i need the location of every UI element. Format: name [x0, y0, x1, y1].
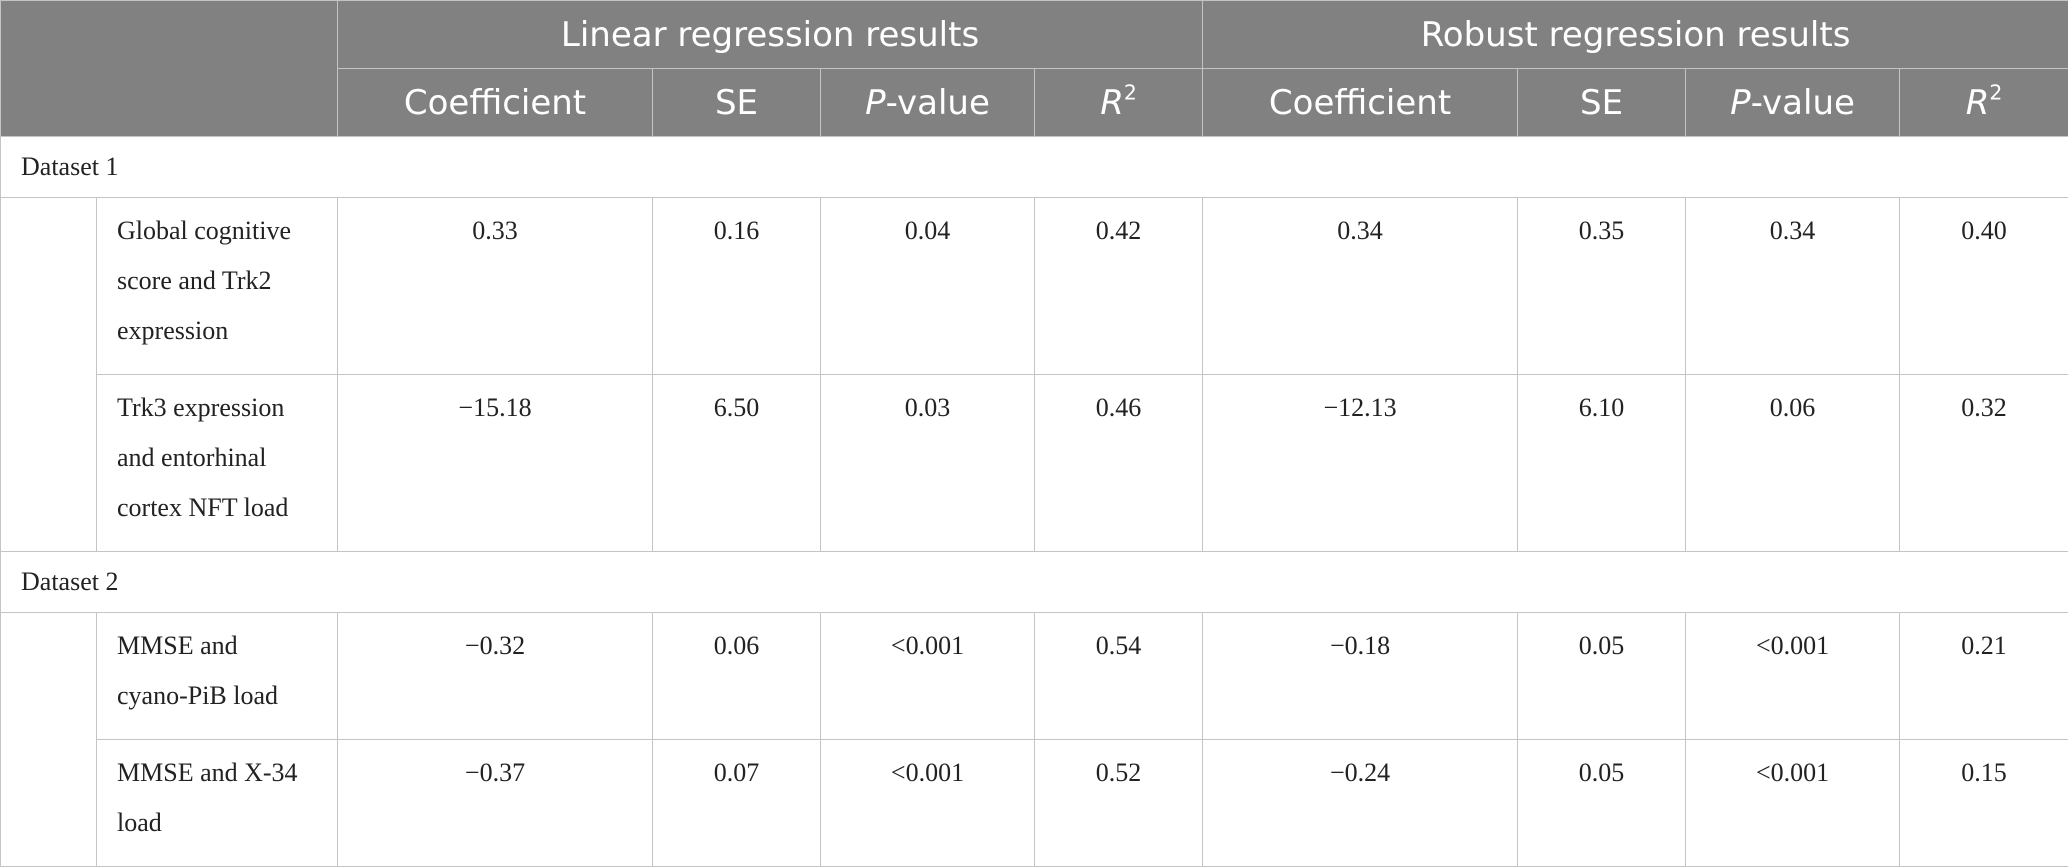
row-label-line: score and Trk2: [117, 266, 272, 295]
table-body: Dataset 1 Global cognitive score and Trk2…: [1, 137, 2068, 867]
header-corner-cell: [1, 1, 338, 137]
r-superscript: 2: [1989, 80, 2002, 104]
linear-p-value-cell: 0.04: [821, 198, 1035, 375]
linear-r-squared-cell: 0.54: [1035, 613, 1203, 740]
linear-p-value-cell: <0.001: [821, 740, 1035, 867]
row-label: Global cognitive score and Trk2 expression: [97, 198, 338, 375]
robust-p-value-cell: 0.34: [1686, 198, 1900, 375]
linear-p-value-cell: <0.001: [821, 613, 1035, 740]
linear-se-cell: 0.06: [653, 613, 821, 740]
table-row: Global cognitive score and Trk2 expression…: [1, 198, 2068, 375]
dataset-1-row: Dataset 1: [1, 137, 2068, 198]
header-robust-r-squared: R2: [1900, 69, 2068, 137]
r-superscript: 2: [1124, 80, 1137, 104]
row-label-line: cortex NFT load: [117, 493, 288, 522]
p-symbol: P: [1730, 83, 1751, 123]
robust-se-cell: 6.10: [1518, 375, 1686, 552]
robust-r-squared-cell: 0.40: [1900, 198, 2068, 375]
row-label: MMSE and cyano-PiB load: [97, 613, 338, 740]
robust-se-cell: 0.05: [1518, 613, 1686, 740]
header-robust-coefficient: Coefficient: [1203, 69, 1518, 137]
robust-coefficient-cell: −0.24: [1203, 740, 1518, 867]
row-label-line: and entorhinal: [117, 443, 266, 472]
r-symbol: R: [1100, 83, 1124, 123]
table-row: Trk3 expression and entorhinal cortex NFT …: [1, 375, 2068, 552]
p-suffix: -value: [886, 83, 990, 123]
row-label: MMSE and X-34 load: [97, 740, 338, 867]
table-row: MMSE and cyano-PiB load −0.32 0.06 <0.001…: [1, 613, 2068, 740]
header-linear-r-squared: R2: [1035, 69, 1203, 137]
robust-p-value-cell: 0.06: [1686, 375, 1900, 552]
robust-coefficient-cell: −12.13: [1203, 375, 1518, 552]
linear-coefficient-cell: −0.32: [338, 613, 653, 740]
robust-p-value-cell: <0.001: [1686, 740, 1900, 867]
header-robust-group: Robust regression results: [1203, 1, 2068, 69]
linear-r-squared-cell: 0.46: [1035, 375, 1203, 552]
header-linear-se: SE: [653, 69, 821, 137]
row-label-line: expression: [117, 316, 228, 345]
header-robust-p-value: P-value: [1686, 69, 1900, 137]
linear-p-value-cell: 0.03: [821, 375, 1035, 552]
linear-coefficient-cell: −15.18: [338, 375, 653, 552]
row-label-line: MMSE and X-34: [117, 758, 298, 787]
robust-se-cell: 0.05: [1518, 740, 1686, 867]
linear-se-cell: 0.07: [653, 740, 821, 867]
dataset-label: Dataset 1: [1, 137, 2068, 198]
row-label-line: load: [117, 808, 162, 837]
row-label-line: cyano-PiB load: [117, 681, 278, 710]
p-symbol: P: [865, 83, 886, 123]
table-row: MMSE and X-34 load −0.37 0.07 <0.001 0.52…: [1, 740, 2068, 867]
header-linear-coefficient: Coefficient: [338, 69, 653, 137]
indent-cell: [1, 613, 97, 867]
linear-se-cell: 0.16: [653, 198, 821, 375]
header-linear-p-value: P-value: [821, 69, 1035, 137]
linear-r-squared-cell: 0.42: [1035, 198, 1203, 375]
row-label-line: Global cognitive: [117, 216, 291, 245]
robust-p-value-cell: <0.001: [1686, 613, 1900, 740]
r-symbol: R: [1966, 83, 1990, 123]
indent-cell: [1, 198, 97, 552]
header-robust-se: SE: [1518, 69, 1686, 137]
robust-r-squared-cell: 0.21: [1900, 613, 2068, 740]
linear-se-cell: 6.50: [653, 375, 821, 552]
robust-r-squared-cell: 0.32: [1900, 375, 2068, 552]
row-label: Trk3 expression and entorhinal cortex NFT …: [97, 375, 338, 552]
dataset-label: Dataset 2: [1, 552, 2068, 613]
linear-coefficient-cell: 0.33: [338, 198, 653, 375]
robust-r-squared-cell: 0.15: [1900, 740, 2068, 867]
p-suffix: -value: [1751, 83, 1855, 123]
linear-coefficient-cell: −0.37: [338, 740, 653, 867]
robust-se-cell: 0.35: [1518, 198, 1686, 375]
header-linear-group: Linear regression results: [338, 1, 1203, 69]
dataset-2-row: Dataset 2: [1, 552, 2068, 613]
linear-r-squared-cell: 0.52: [1035, 740, 1203, 867]
row-label-line: MMSE and: [117, 631, 238, 660]
row-label-line: Trk3 expression: [117, 393, 284, 422]
robust-coefficient-cell: −0.18: [1203, 613, 1518, 740]
robust-coefficient-cell: 0.34: [1203, 198, 1518, 375]
table-header: Linear regression results Robust regress…: [1, 1, 2068, 137]
